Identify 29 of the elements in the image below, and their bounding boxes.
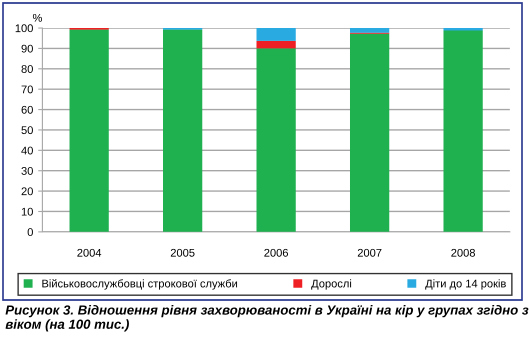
bar	[256, 48, 296, 232]
bar	[70, 30, 109, 232]
bar	[256, 28, 296, 41]
bar	[350, 34, 390, 232]
bar	[163, 30, 202, 232]
legend-label: Діти до 14 років	[425, 279, 506, 290]
legend-label: Військовослужбовці строкової служби	[42, 279, 238, 290]
y-tick-label: 50	[21, 126, 33, 134]
bar	[443, 30, 483, 232]
y-tick-label: 90	[22, 44, 33, 53]
y-tick-label: 70	[22, 85, 33, 94]
x-tick-label: 2007	[358, 248, 382, 257]
x-tick-label: 2005	[170, 248, 195, 257]
y-tick-label: 10	[22, 208, 33, 216]
x-tick-label: 2004	[77, 248, 102, 257]
y-tick-label: 100	[16, 24, 33, 32]
y-axis-title: %	[32, 14, 42, 22]
x-tick-label: 2008	[451, 248, 475, 257]
bar	[256, 40, 296, 48]
y-tick-label: 60	[22, 106, 33, 114]
x-tick-label: 2006	[264, 248, 288, 257]
y-tick-label: 0	[28, 228, 33, 236]
legend-label: Дорослі	[311, 279, 352, 290]
bar	[350, 28, 390, 33]
y-tick-label: 30	[21, 166, 33, 175]
y-tick-label: 40	[21, 146, 33, 154]
text: Рисунок 3. Відношення рівня захворюваності в Україні на кір у групах згідно з віком (на 100 тис.)	[6, 305, 528, 332]
y-tick-label: 20	[22, 187, 33, 196]
y-tick-label: 80	[21, 65, 33, 73]
